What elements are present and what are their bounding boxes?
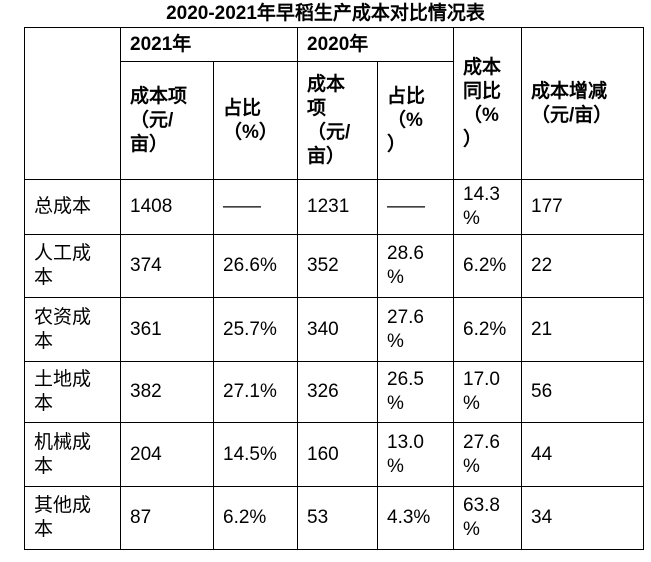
header-row-years: 2021年 2020年 成本 同比 （% ） 成本增减 （元/亩） — [24, 27, 644, 180]
row-label-cell: 机械成 本 — [24, 422, 121, 487]
change-cell: 34 — [521, 486, 644, 550]
cost-2020-cell: 326 — [297, 361, 378, 423]
table-row: 人工成 本 374 26.6% 352 28.6 % 6.2% 22 — [24, 234, 644, 298]
pct-2021-cell: 27.1% — [213, 361, 298, 423]
header-cost-item-2021: 成本项 （元/ 亩） — [120, 61, 214, 180]
cost-2020-cell: 340 — [297, 297, 378, 362]
pct-2020-cell: 13.0 % — [377, 422, 454, 487]
row-label-cell: 农资成 本 — [24, 297, 121, 362]
table-body: 总成本 1408 —— 1231 —— 14.3 % 177 人工成 本 374… — [24, 179, 644, 550]
yoy-cell: 63.8 % — [453, 486, 522, 550]
pct-2020-cell: 27.6 % — [377, 297, 454, 362]
cost-2021-cell: 361 — [120, 297, 214, 362]
cost-2021-cell: 374 — [120, 234, 214, 298]
row-label-cell: 土地成 本 — [24, 361, 121, 423]
row-label-cell: 总成本 — [24, 179, 121, 235]
row-label-cell: 人工成 本 — [24, 234, 121, 298]
change-cell: 22 — [521, 234, 644, 298]
cost-2020-cell: 53 — [297, 486, 378, 550]
change-cell: 56 — [521, 361, 644, 423]
pct-2021-cell: 26.6% — [213, 234, 298, 298]
pct-2020-cell: 28.6 % — [377, 234, 454, 298]
cost-2021-cell: 87 — [120, 486, 214, 550]
pct-2020-cell: —— — [377, 179, 454, 235]
table-row: 农资成 本 361 25.7% 340 27.6 % 6.2% 21 — [24, 297, 644, 362]
table-row: 总成本 1408 —— 1231 —— 14.3 % 177 — [24, 179, 644, 235]
change-cell: 44 — [521, 422, 644, 487]
table-header: 2021年 2020年 成本 同比 （% ） 成本增减 （元/亩） 成本项 （元… — [24, 27, 644, 180]
table-row: 土地成 本 382 27.1% 326 26.5 % 17.0 % 56 — [24, 361, 644, 423]
yoy-cell: 6.2% — [453, 234, 522, 298]
header-row-subheaders: 成本项 （元/ 亩） 占比 （%） 成本 项 （元/ 亩） 占比 （% ） — [25, 61, 644, 180]
pct-2021-cell: 14.5% — [213, 422, 298, 487]
header-year-2020: 2020年 — [297, 27, 454, 62]
pct-2020-cell: 26.5 % — [377, 361, 454, 423]
yoy-cell: 17.0 % — [453, 361, 522, 423]
cost-2021-cell: 204 — [120, 422, 214, 487]
pct-2021-cell: —— — [213, 179, 298, 235]
cost-2021-cell: 1408 — [120, 179, 214, 235]
cost-comparison-table: 2021年 2020年 成本 同比 （% ） 成本增减 （元/亩） 成本项 （元… — [24, 27, 644, 550]
row-label-cell: 其他成 本 — [24, 486, 121, 550]
page-title: 2020-2021年早稻生产成本对比情况表 — [166, 3, 485, 24]
pct-2020-cell: 4.3% — [377, 486, 454, 550]
header-pct-2021: 占比 （%） — [213, 61, 298, 180]
header-year-2021: 2021年 — [120, 27, 298, 62]
table-row: 机械成 本 204 14.5% 160 13.0 % 27.6 % 44 — [24, 422, 644, 487]
cost-2020-cell: 352 — [297, 234, 378, 298]
yoy-cell: 27.6 % — [453, 422, 522, 487]
header-pct-2020: 占比 （% ） — [377, 61, 454, 180]
pct-2021-cell: 25.7% — [213, 297, 298, 362]
yoy-cell: 14.3 % — [453, 179, 522, 235]
cost-2020-cell: 1231 — [297, 179, 378, 235]
header-cost-item-2020: 成本 项 （元/ 亩） — [297, 61, 378, 180]
cost-2020-cell: 160 — [297, 422, 378, 487]
header-cost-yoy: 成本 同比 （% ） — [453, 27, 522, 180]
change-cell: 177 — [521, 179, 644, 235]
header-cost-change: 成本增减 （元/亩） — [521, 27, 644, 180]
table-row: 其他成 本 87 6.2% 53 4.3% 63.8 % 34 — [24, 486, 644, 550]
change-cell: 21 — [521, 297, 644, 362]
corner-cell — [24, 27, 121, 180]
pct-2021-cell: 6.2% — [213, 486, 298, 550]
cost-2021-cell: 382 — [120, 361, 214, 423]
yoy-cell: 6.2% — [453, 297, 522, 362]
